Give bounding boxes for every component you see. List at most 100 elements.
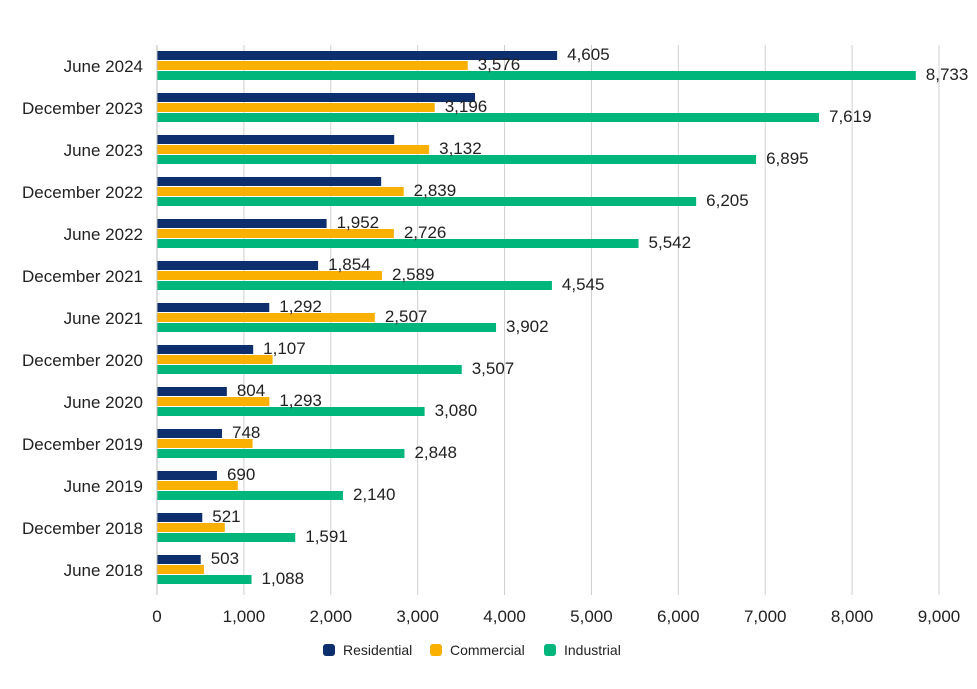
- x-tick-label: 2,000: [310, 607, 353, 626]
- bar-residential: [157, 429, 222, 438]
- bar-residential: [157, 471, 217, 480]
- x-tick-label: 4,000: [483, 607, 526, 626]
- bar-commercial: [157, 187, 404, 196]
- x-tick-label: 6,000: [657, 607, 700, 626]
- bar-commercial: [157, 103, 435, 112]
- bar-industrial: [157, 239, 639, 248]
- legend-swatch-industrial: [544, 644, 556, 656]
- legend: Residential Commercial Industrial: [323, 642, 621, 658]
- bar-industrial: [157, 281, 552, 290]
- data-label: 1,088: [262, 569, 305, 588]
- data-label: 2,726: [404, 223, 447, 242]
- x-tick-label: 9,000: [918, 607, 961, 626]
- legend-swatch-residential: [323, 644, 335, 656]
- y-tick-label: December 2022: [22, 183, 143, 202]
- legend-label-industrial: Industrial: [564, 642, 621, 658]
- y-tick-label: June 2023: [64, 141, 143, 160]
- data-labels: 4,605 3,576 8,733 3,196 7,619 3,132 6,895 2,839…: [211, 45, 969, 588]
- data-label: 6,205: [706, 191, 749, 210]
- bar-industrial: [157, 449, 405, 458]
- bar-residential: [157, 513, 203, 522]
- bar-residential: [157, 387, 227, 396]
- data-label: 5,542: [649, 233, 692, 252]
- bar-commercial: [157, 523, 225, 532]
- x-axis-tick-labels: 0 1,000 2,000 3,000 4,000 5,000 6,000 7,000 8,00…: [152, 607, 960, 626]
- bar-residential: [157, 51, 558, 60]
- data-label: 4,545: [562, 275, 605, 294]
- data-label: 2,848: [414, 443, 457, 462]
- bar-commercial: [157, 397, 270, 406]
- y-tick-label: June 2024: [64, 57, 143, 76]
- bar-commercial: [157, 145, 430, 154]
- data-label: 4,605: [567, 45, 610, 64]
- data-label: 748: [232, 423, 260, 442]
- data-label: 3,576: [478, 55, 521, 74]
- bar-residential: [157, 261, 319, 270]
- y-tick-label: December 2021: [22, 267, 143, 286]
- bar-residential: [157, 303, 270, 312]
- y-tick-label: June 2019: [64, 477, 143, 496]
- data-label: 7,619: [829, 107, 872, 126]
- x-tick-label: 3,000: [396, 607, 439, 626]
- bar-industrial: [157, 491, 343, 500]
- bar-industrial: [157, 533, 296, 542]
- x-tick-label: 0: [152, 607, 161, 626]
- data-label: 3,080: [435, 401, 478, 420]
- bars: [157, 51, 916, 584]
- data-label: 2,589: [392, 265, 435, 284]
- bar-commercial: [157, 313, 375, 322]
- bar-commercial: [157, 439, 253, 448]
- bar-industrial: [157, 575, 252, 584]
- data-label: 2,507: [385, 307, 428, 326]
- y-tick-label: December 2018: [22, 519, 143, 538]
- data-label: 1,854: [328, 255, 371, 274]
- y-tick-label: June 2022: [64, 225, 143, 244]
- bar-residential: [157, 219, 327, 228]
- bar-residential: [157, 177, 382, 186]
- bar-industrial: [157, 113, 820, 122]
- data-label: 503: [211, 549, 239, 568]
- bar-industrial: [157, 407, 425, 416]
- x-tick-label: 1,000: [223, 607, 266, 626]
- bar-commercial: [157, 229, 394, 238]
- bar-industrial: [157, 323, 497, 332]
- bar-residential: [157, 345, 254, 354]
- data-label: 3,902: [506, 317, 549, 336]
- data-label: 1,952: [337, 213, 380, 232]
- data-label: 3,132: [439, 139, 482, 158]
- data-label: 1,107: [263, 339, 306, 358]
- data-label: 2,140: [353, 485, 396, 504]
- bar-residential: [157, 135, 395, 144]
- bar-commercial: [157, 271, 382, 280]
- x-tick-label: 5,000: [570, 607, 613, 626]
- bar-industrial: [157, 365, 462, 374]
- bar-residential: [157, 555, 201, 564]
- data-label: 1,591: [305, 527, 348, 546]
- data-label: 3,196: [445, 97, 488, 116]
- data-label: 521: [212, 507, 240, 526]
- legend-label-commercial: Commercial: [450, 642, 525, 658]
- y-tick-label: June 2018: [64, 561, 143, 580]
- data-label: 2,839: [414, 181, 457, 200]
- legend-swatch-commercial: [430, 644, 442, 656]
- data-label: 6,895: [766, 149, 809, 168]
- y-tick-label: December 2020: [22, 351, 143, 370]
- bar-commercial: [157, 355, 273, 364]
- bar-commercial: [157, 481, 238, 490]
- y-axis-tick-labels: June 2024 December 2023 June 2023 December …: [22, 57, 143, 580]
- bar-industrial: [157, 155, 757, 164]
- data-label: 3,507: [472, 359, 515, 378]
- data-label: 804: [237, 381, 265, 400]
- data-label: 1,293: [279, 391, 322, 410]
- y-tick-label: December 2023: [22, 99, 143, 118]
- x-tick-label: 8,000: [831, 607, 874, 626]
- bar-industrial: [157, 71, 916, 80]
- data-label: 1,292: [279, 297, 322, 316]
- legend-label-residential: Residential: [343, 642, 412, 658]
- data-label: 8,733: [926, 65, 969, 84]
- y-tick-label: June 2021: [64, 309, 143, 328]
- x-tick-label: 7,000: [744, 607, 787, 626]
- y-tick-label: December 2019: [22, 435, 143, 454]
